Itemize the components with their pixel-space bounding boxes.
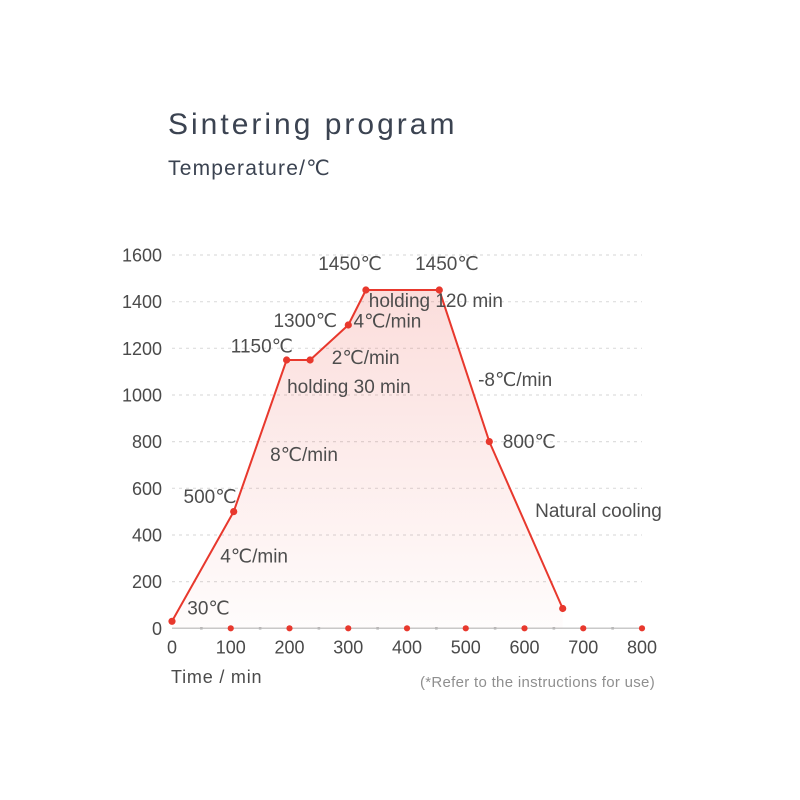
data-point-dot <box>168 617 176 625</box>
chart-annotation-2: 500℃ <box>184 487 237 508</box>
chart-annotation-13: 800℃ <box>503 432 556 453</box>
x-tick-label: 800 <box>627 637 657 657</box>
chart-annotation-9: 1450℃ <box>318 254 382 275</box>
axis-red-dot <box>580 625 587 632</box>
chart-annotation-4: 1150℃ <box>231 337 293 358</box>
chart-annotation-10: 1450℃ <box>415 254 479 275</box>
chart-annotation-11: holding 120 min <box>369 291 503 312</box>
chart-annotation-5: holding 30 min <box>287 377 411 398</box>
y-tick-label: 1400 <box>122 292 162 312</box>
x-tick-label: 700 <box>568 637 598 657</box>
chart-annotation-3: 8℃/min <box>270 445 338 466</box>
chart-annotation-14: Natural cooling <box>535 501 662 522</box>
data-point-dot <box>306 356 314 364</box>
footnote: (*Refer to the instructions for use) <box>419 674 655 691</box>
axis-minor-tick <box>611 627 614 630</box>
x-tick-label: 500 <box>451 637 481 657</box>
y-tick-label: 200 <box>132 572 162 592</box>
data-point-dot <box>230 508 238 516</box>
x-axis-label: Time / min <box>171 667 263 687</box>
data-point-dot <box>559 604 567 613</box>
y-tick-label: 600 <box>132 479 162 499</box>
x-tick-label: 200 <box>274 637 304 657</box>
x-tick-label: 0 <box>167 637 177 657</box>
chart-annotation-12: -8℃/min <box>478 370 552 391</box>
data-point-dot <box>362 286 370 294</box>
y-tick-label: 400 <box>132 525 162 545</box>
profile-fill-area <box>172 290 563 629</box>
chart-subtitle: Temperature/℃ <box>168 157 331 180</box>
y-tick-label: 1600 <box>122 246 162 266</box>
data-point-dot <box>485 438 493 446</box>
data-point-dot <box>344 321 352 329</box>
axis-red-dot <box>638 625 646 632</box>
x-tick-label: 400 <box>392 637 422 657</box>
chart-annotation-8: 4℃/min <box>354 311 422 332</box>
chart-annotation-0: 30℃ <box>187 598 229 619</box>
chart-annotation-1: 4℃/min <box>220 546 288 567</box>
x-tick-label: 100 <box>216 637 246 657</box>
chart-annotation-7: 1300℃ <box>273 311 337 332</box>
y-tick-label: 1000 <box>122 385 162 405</box>
data-point-dot <box>435 286 443 294</box>
x-tick-label: 600 <box>509 637 539 657</box>
y-tick-label: 0 <box>152 619 162 639</box>
chart-annotation-6: 2℃/min <box>332 348 400 369</box>
y-tick-label: 800 <box>132 432 162 452</box>
x-tick-label: 300 <box>333 637 363 657</box>
chart-title: Sintering program <box>168 108 458 141</box>
data-point-dot <box>283 356 291 364</box>
y-tick-label: 1200 <box>122 339 162 359</box>
